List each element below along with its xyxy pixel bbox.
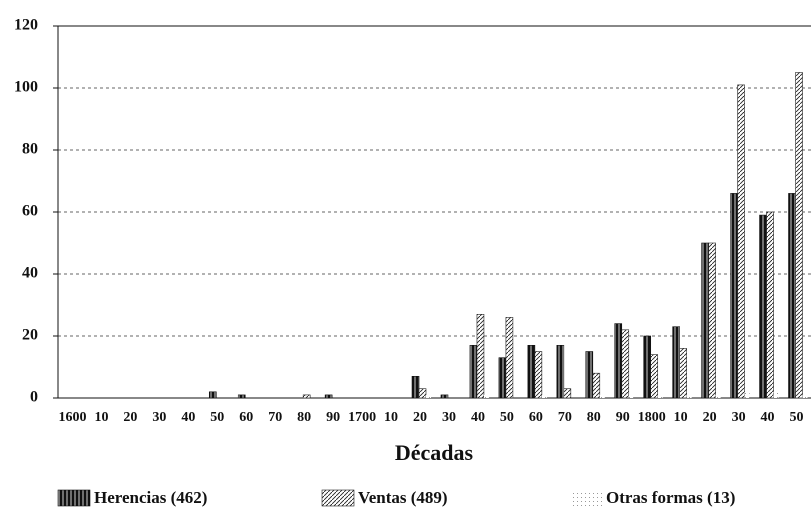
x-tick-label: 70 (268, 410, 282, 425)
bar (730, 193, 738, 399)
bar (795, 72, 803, 399)
bar (737, 84, 745, 399)
bar (802, 394, 808, 398)
bar (701, 242, 709, 399)
y-tick-label: 100 (14, 79, 38, 96)
legend-swatch (321, 489, 355, 507)
bar (708, 242, 716, 399)
y-tick-label: 60 (22, 203, 38, 220)
bar (585, 351, 594, 399)
x-tick-label: 40 (471, 410, 485, 425)
legend-label: Ventas (489) (358, 488, 448, 507)
x-tick-label: 70 (558, 410, 572, 425)
bar (759, 214, 767, 399)
bar (324, 394, 333, 399)
x-tick-label: 90 (616, 410, 630, 425)
x-tick-label: 20 (413, 410, 427, 425)
x-tick-label: 10 (384, 410, 398, 425)
bar (628, 394, 634, 398)
y-tick-label: 120 (14, 17, 38, 34)
x-tick-label: 60 (529, 410, 543, 425)
y-tick-label: 0 (30, 389, 38, 406)
x-tick-label: 50 (210, 410, 224, 425)
x-tick-label: 50 (500, 410, 514, 425)
x-tick-label: 90 (326, 410, 340, 425)
bar (556, 344, 565, 399)
bar (621, 329, 630, 399)
x-tick-label: 1800 (638, 410, 666, 425)
bar (534, 351, 543, 399)
bar (788, 193, 796, 399)
bar (614, 323, 623, 399)
x-tick-label: 40 (181, 410, 195, 425)
bar (744, 391, 750, 398)
x-tick-label: 80 (587, 410, 601, 425)
x-tick-label: 30 (732, 410, 746, 425)
x-tick-label: 20 (703, 410, 717, 425)
bar (766, 211, 774, 399)
bar (505, 317, 514, 399)
bar (237, 394, 246, 399)
bar (686, 394, 692, 398)
bar (418, 388, 427, 399)
y-tick-label: 20 (22, 327, 38, 344)
x-tick-label: 10 (94, 410, 108, 425)
bar (599, 394, 605, 398)
bar (411, 375, 420, 399)
bar (657, 394, 663, 398)
x-tick-label: 10 (674, 410, 688, 425)
bar (592, 372, 601, 399)
y-tick-label: 40 (22, 265, 38, 282)
bar (208, 391, 217, 399)
x-axis-title: Décadas (395, 440, 474, 465)
x-tick-label: 30 (442, 410, 456, 425)
bar (773, 391, 779, 398)
bar (498, 357, 507, 399)
y-tick-label: 80 (22, 141, 38, 158)
bar (440, 394, 449, 399)
bar (469, 344, 478, 399)
x-tick-label: 80 (297, 410, 311, 425)
bar (715, 394, 721, 398)
bar (527, 344, 536, 399)
bar (672, 326, 680, 399)
legend-swatch (57, 489, 91, 507)
bar (563, 388, 572, 399)
bar (426, 394, 432, 398)
x-tick-label: 1700 (348, 410, 376, 425)
bar (650, 354, 659, 399)
legend-label: Otras formas (13) (606, 488, 735, 507)
bar (483, 394, 489, 398)
x-tick-label: 1600 (58, 410, 86, 425)
legend-label: Herencias (462) (94, 488, 207, 507)
x-tick-label: 30 (152, 410, 166, 425)
legend-swatch (570, 490, 602, 506)
x-tick-label: 20 (123, 410, 137, 425)
x-tick-label: 40 (761, 410, 775, 425)
bar (302, 394, 311, 399)
bar (643, 335, 652, 399)
bar (679, 348, 687, 399)
bar (476, 313, 485, 399)
x-tick-label: 60 (239, 410, 253, 425)
x-tick-label: 50 (790, 410, 804, 425)
bar (541, 394, 547, 398)
